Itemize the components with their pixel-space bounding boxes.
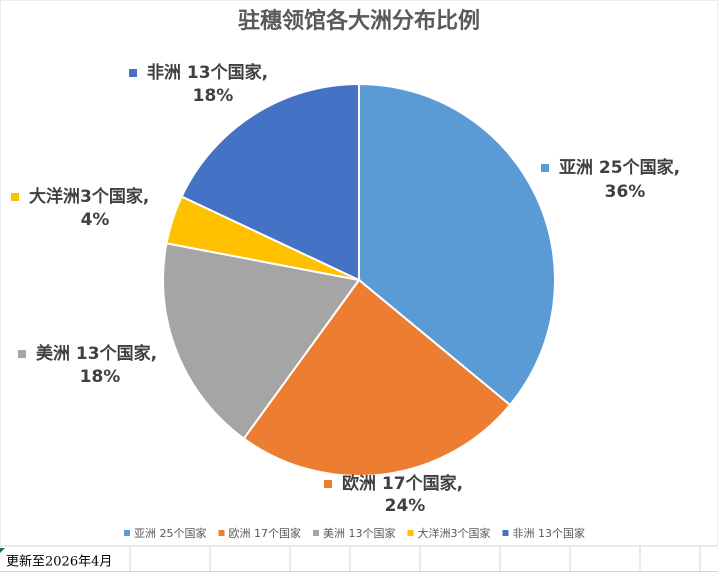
data-label-value: 18% (80, 367, 121, 387)
data-label-value: 36% (605, 182, 646, 202)
data-label: 美洲 13个国家, (36, 343, 157, 364)
label-marker (324, 480, 332, 488)
footer: 更新至2026年4月 (6, 554, 112, 570)
label-marker (18, 350, 26, 358)
data-label: 亚洲 25个国家, (559, 157, 680, 178)
data-label: 非洲 13个国家, (147, 62, 268, 83)
legend-label: 大洋洲3个国家 (418, 526, 491, 540)
label-marker (11, 193, 19, 201)
legend-swatch (124, 530, 130, 536)
label-marker (541, 164, 549, 172)
pie-slice (358, 82, 556, 407)
label-marker (129, 69, 137, 77)
legend-label: 亚洲 25个国家 (134, 526, 207, 540)
pie-slice (162, 242, 361, 440)
pie-slice (242, 278, 512, 477)
chart-title: 驻穗领馆各大洲分布比例 (238, 8, 480, 34)
legend-label: 欧洲 17个国家 (229, 526, 302, 540)
data-label-value: 24% (385, 496, 426, 516)
pie-slice (180, 82, 360, 282)
legend-label: 非洲 13个国家 (513, 526, 586, 540)
cell-marker (0, 548, 5, 553)
data-label: 欧洲 17个国家, (342, 473, 463, 494)
legend-swatch (407, 530, 414, 536)
legend-swatch (502, 530, 509, 536)
data-label-value: 4% (81, 210, 110, 230)
data-label: 大洋洲3个国家, (29, 186, 149, 207)
legend-swatch (218, 530, 225, 536)
legend-swatch (313, 530, 319, 536)
data-label-value: 18% (193, 86, 234, 106)
legend-label: 美洲 13个国家 (323, 526, 396, 540)
